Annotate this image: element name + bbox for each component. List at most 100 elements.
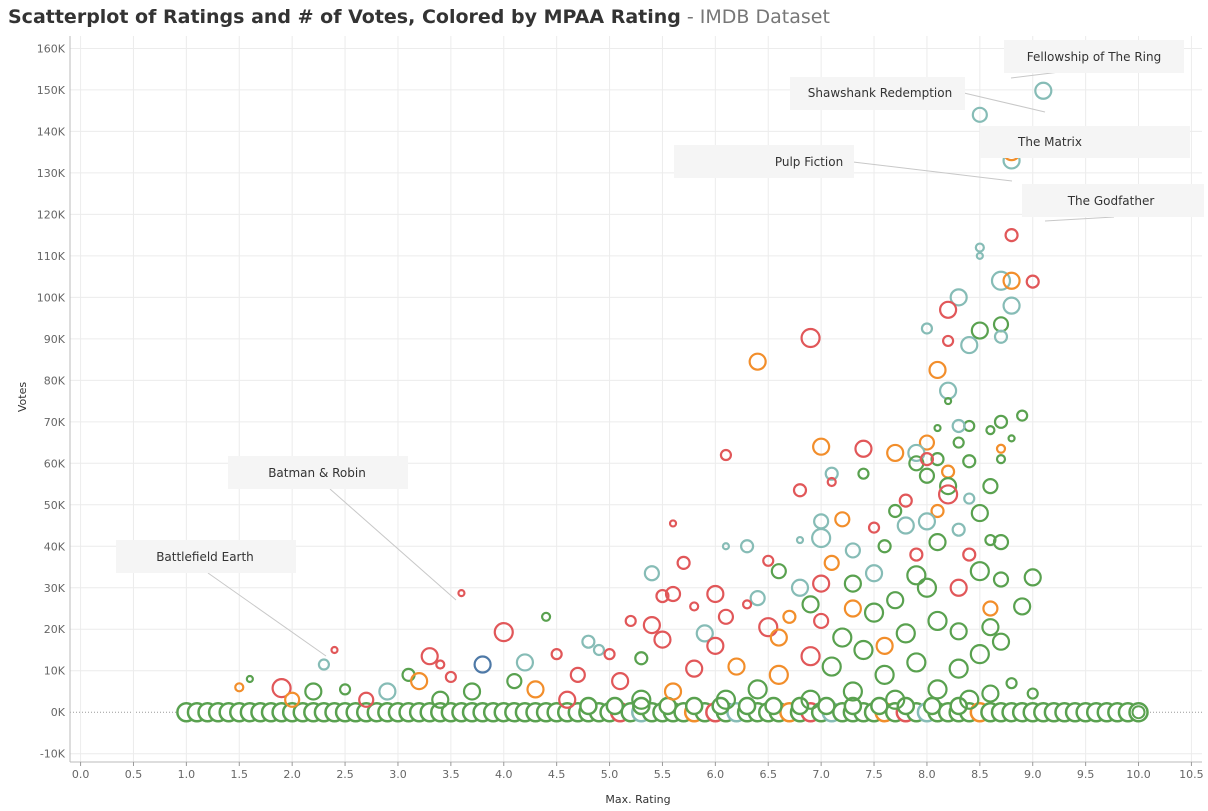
data-point [1004,228,1019,243]
data-point [823,554,840,571]
x-tick-label: 6.5 [759,768,777,781]
x-tick-label: 5.0 [601,768,619,781]
data-point [758,617,779,638]
data-point [790,578,810,597]
x-tick-label: 1.5 [231,768,249,781]
data-point [706,584,725,604]
data-point [970,321,989,340]
x-tick-label: 9.0 [1024,768,1042,781]
x-tick-label: 0.5 [125,768,143,781]
x-axis-title: Max. Rating [605,793,670,806]
y-tick-label: 80K [44,374,66,387]
data-point [963,492,976,505]
annotation-label: Fellowship of The Ring [1027,50,1161,64]
data-point [938,477,958,496]
x-tick-label: 10.0 [1126,768,1151,781]
point-low-band [579,696,598,716]
data-point [909,547,924,562]
data-point [941,334,955,348]
annotation-box [1022,184,1204,217]
data-point [715,689,737,710]
data-point [800,327,821,349]
data-point [930,503,945,519]
data-point [927,679,948,700]
point-low-band [817,696,836,716]
data-point [1002,296,1021,315]
y-tick-label: 70K [44,416,66,429]
data-point [1025,274,1040,289]
data-point [938,300,958,319]
data-point [993,329,1009,344]
x-tick-label: 9.5 [1077,768,1095,781]
annotation-box [116,540,296,573]
data-point [457,589,466,598]
annotation-label: Shawshank Redemption [808,86,952,100]
data-point [853,639,874,661]
data-point [992,534,1010,551]
data-point [928,533,947,552]
data-point [1007,434,1016,443]
x-tick-label: 10.5 [1179,768,1204,781]
data-point [1023,568,1042,587]
x-tick-label: 8.5 [971,768,989,781]
data-point [949,578,968,597]
x-tick-label: 6.0 [707,768,725,781]
x-tick-label: 2.0 [283,768,301,781]
point-low-band [605,696,625,716]
y-tick-label: 100K [37,291,66,304]
data-point [943,396,953,406]
data-point [749,590,766,607]
data-point [874,664,895,685]
y-tick-label: 30K [44,582,66,595]
data-point [664,585,682,603]
data-point [1016,409,1029,422]
data-point [949,622,968,641]
annotation-label: Battlefield Earth [156,550,254,564]
data-point [993,414,1009,429]
data-point [1034,81,1053,100]
x-tick-label: 4.5 [548,768,566,781]
data-point [969,561,990,582]
data-point [952,436,965,449]
annotation-leader [329,488,457,601]
data-points [176,50,1149,723]
data-point [506,673,523,690]
x-tick-label: 3.5 [442,768,460,781]
x-tick-label: 8.0 [918,768,936,781]
data-point [801,595,820,614]
data-point [558,690,577,709]
data-point [928,360,947,380]
data-point [812,574,831,593]
data-point [748,352,767,371]
data-point [769,628,788,647]
annotation-leader [1044,216,1115,222]
data-point [1005,677,1018,690]
data-point [930,452,945,467]
data-point [768,664,789,685]
data-point [747,679,768,700]
data-point [800,646,821,667]
data-point [981,684,1000,703]
data-point [770,563,787,580]
data-point [877,539,892,554]
data-point [685,659,704,678]
data-point [962,454,977,469]
data-point [826,476,837,488]
data-point [792,483,808,498]
data-point [515,653,535,672]
data-point [727,657,746,676]
data-point [444,670,457,684]
data-point [420,647,439,666]
y-tick-label: 130K [37,167,66,180]
data-point [473,655,492,674]
point-zero-band [1131,705,1146,720]
annotation-leader [852,161,1013,182]
data-point [603,648,616,661]
x-tick-label: 5.5 [654,768,672,781]
data-point [933,423,942,433]
data-point [937,484,959,505]
x-tick-label: 1.0 [178,768,196,781]
grid [69,36,1202,763]
data-point [982,478,999,495]
data-point [991,632,1011,651]
